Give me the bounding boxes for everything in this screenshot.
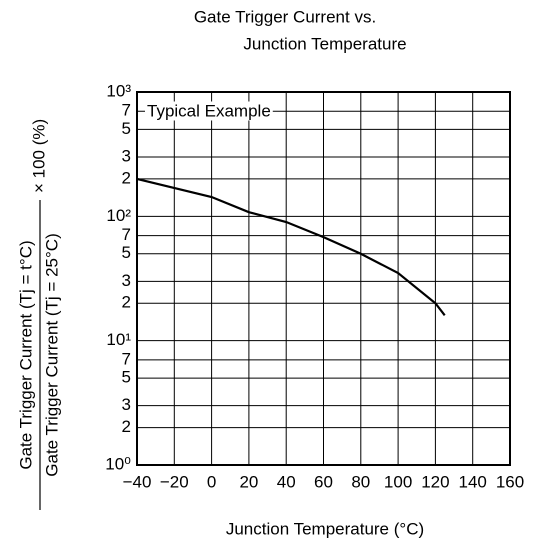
y-tick-label: 10³ (106, 81, 131, 100)
y-tick-label: 10² (106, 206, 131, 225)
x-tick-label: 40 (277, 472, 296, 491)
y-tick-label: 10⁰ (105, 454, 131, 473)
y-tick-label: 3 (122, 146, 131, 165)
y-tick-label: 2 (122, 293, 131, 312)
y-tick-label: 5 (122, 119, 131, 138)
x-axis-label: Junction Temperature (°C) (226, 519, 424, 538)
y-tick-label: 2 (122, 168, 131, 187)
plot-frame (136, 91, 511, 466)
curve (136, 177, 446, 316)
chart-title: Gate Trigger Current vs. (194, 7, 376, 26)
x-tick-label: 100 (384, 472, 412, 491)
y-tick-label: 7 (122, 101, 131, 120)
x-tick-label: 60 (314, 472, 333, 491)
y-label-suffix: × 100 (%) (29, 119, 48, 193)
y-tick-label: 3 (122, 395, 131, 414)
y-tick-label: 3 (122, 271, 131, 290)
y-tick-label: 7 (122, 349, 131, 368)
y-axis-label: Gate Trigger Current (Tj = t°C) Gate Tri… (16, 119, 61, 510)
chart-title: Junction Temperature (243, 34, 406, 53)
y-tick-label: 5 (122, 243, 131, 262)
x-tick-label: 0 (207, 472, 216, 491)
x-tick-label: 160 (496, 472, 524, 491)
annotation: Typical Example (147, 101, 271, 120)
annotation-bg (145, 101, 273, 121)
y-tick-label: 5 (122, 368, 131, 387)
y-tick-label: 2 (122, 417, 131, 436)
x-tick-label: 140 (459, 472, 487, 491)
y-label-numerator: Gate Trigger Current (Tj = t°C) (16, 240, 35, 469)
x-tick-label: 20 (239, 472, 258, 491)
x-tick-label: 120 (421, 472, 449, 491)
y-tick-label: 7 (122, 225, 131, 244)
x-tick-label: 80 (351, 472, 370, 491)
x-tick-label: −40 (123, 472, 152, 491)
x-tick-label: −20 (160, 472, 189, 491)
y-label-denominator: Gate Trigger Current (Tj = 25°C) (42, 233, 61, 476)
y-tick-label: 10¹ (106, 330, 131, 349)
